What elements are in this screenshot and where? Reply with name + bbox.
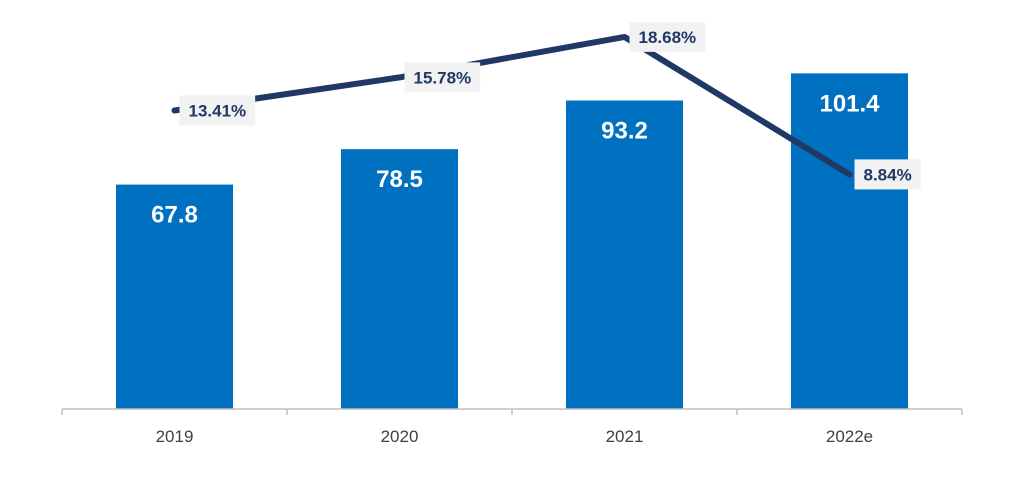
bar-value-label: 78.5 [376,166,423,193]
x-tick-label: 2021 [606,427,644,446]
growth-label-group: 13.41% [179,95,256,126]
growth-label-background [179,95,256,126]
x-tick-label: 2019 [156,427,194,446]
growth-label-group: 15.78% [404,62,481,93]
growth-label-group: 8.84% [854,159,921,190]
x-axis: 2019 2020 2021 2022e [61,408,963,446]
bar-2019 [116,184,233,409]
bar-2022e [791,73,908,409]
bar-value-label: 93.2 [601,118,648,145]
growth-rate-label: 8.84% [864,165,912,184]
bar-2021 [566,100,683,410]
bar-value-label: 67.8 [151,202,198,229]
growth-label-background [629,21,706,52]
growth-labels-layer: 13.41% 15.78% 18.68% 8.84% [179,21,921,190]
growth-label-background [404,62,481,93]
bars-layer: 67.8 78.5 93.2 101.4 [116,73,908,410]
growth-rate-label: 18.68% [639,28,697,47]
growth-rate-label: 13.41% [189,102,247,121]
growth-label-group: 18.68% [629,21,706,52]
growth-rate-label: 15.78% [414,68,472,87]
growth-line-layer [171,33,853,178]
bar-2020 [341,149,458,410]
x-tick-label: 2022e [826,427,873,446]
growth-label-background [854,159,921,190]
bar-value-label: 101.4 [819,90,880,117]
x-tick-label: 2020 [381,427,419,446]
growth-rate-line [171,33,853,178]
